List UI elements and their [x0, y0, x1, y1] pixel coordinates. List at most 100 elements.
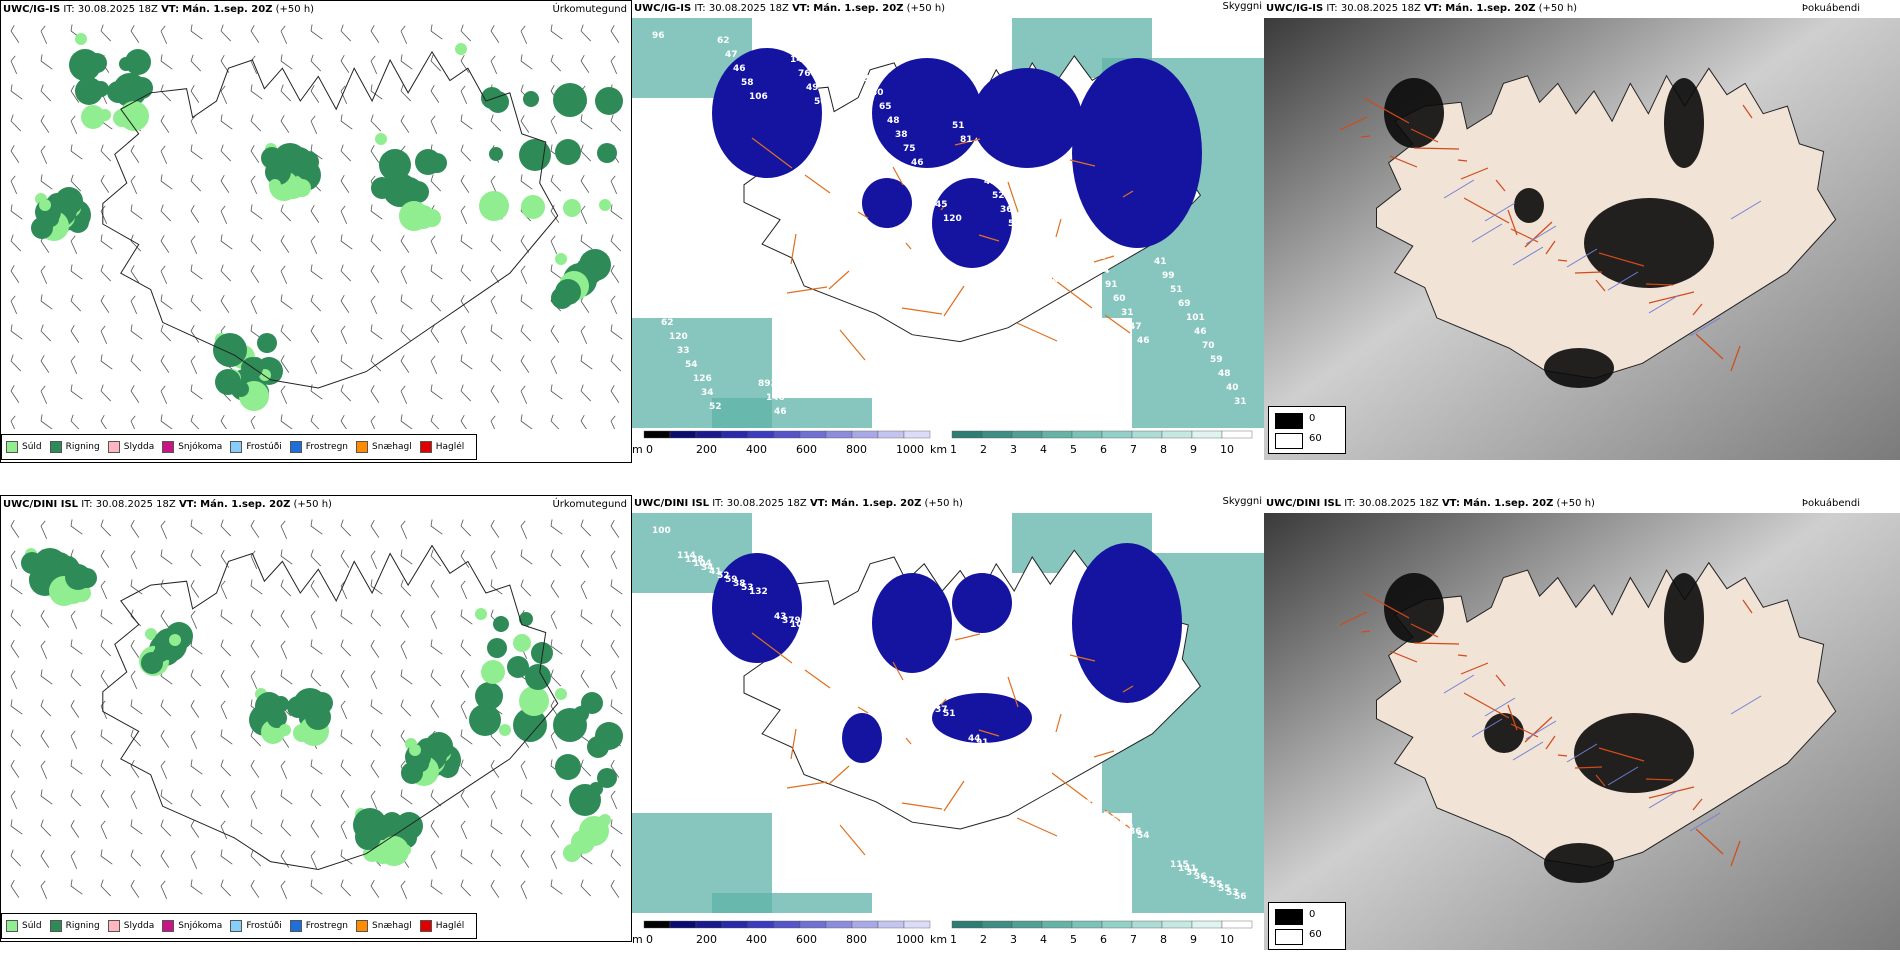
wind-barb — [430, 264, 443, 280]
visibility-bin — [1071, 430, 1103, 439]
fog-legend-dark-swatch — [1275, 909, 1303, 925]
wind-barb — [400, 114, 410, 133]
wind-barb — [190, 115, 198, 134]
road — [940, 698, 947, 706]
wind-barb — [460, 820, 468, 839]
river — [1566, 248, 1598, 268]
wind-barb — [310, 669, 322, 687]
wind-barb — [400, 25, 408, 44]
wind-barb — [280, 54, 293, 70]
wind-barb — [580, 519, 592, 537]
river — [1484, 697, 1516, 717]
wind-barb — [370, 519, 380, 538]
wind-barb — [130, 519, 140, 538]
road — [1339, 611, 1368, 626]
cloud-base-label: 64 — [846, 648, 859, 658]
road — [1363, 97, 1410, 124]
wind-barb — [220, 669, 230, 688]
cloud-base-label: 39 — [1073, 224, 1086, 234]
road — [905, 737, 912, 745]
wind-barb — [520, 294, 533, 310]
visibility-map: 1001326451395456533537583653384351385355… — [632, 513, 1264, 913]
precip-cell — [475, 682, 503, 710]
wind-barb — [40, 729, 50, 748]
init-time: IT: 30.08.2025 18Z — [63, 4, 158, 15]
wind-barb — [310, 355, 318, 374]
visibility-tick: 8 — [1160, 933, 1167, 946]
wind-barb — [190, 414, 202, 429]
wind-barb — [580, 580, 588, 599]
wind-barb — [220, 820, 228, 839]
wind-barb — [370, 264, 380, 283]
wind-barb — [40, 699, 52, 717]
wind-barb — [460, 580, 468, 599]
height-tick: 400 — [746, 933, 767, 946]
wind-barb — [280, 265, 288, 284]
visibility-bin — [981, 920, 1013, 929]
model-name: UWC/DINI ISL — [634, 498, 710, 509]
cloud-base-label: 37 — [935, 705, 948, 715]
wind-barb — [460, 414, 470, 429]
wind-barb — [460, 234, 473, 250]
road — [1595, 774, 1606, 787]
river — [1471, 718, 1503, 738]
wind-barb — [460, 519, 472, 537]
forecast-row-dini: UWC/DINI ISL IT: 30.08.2025 18Z VT: Mán.… — [0, 495, 1900, 955]
wind-barb — [430, 519, 443, 535]
precip-cell — [551, 287, 573, 309]
wind-barb — [10, 114, 22, 132]
wind-barb — [40, 640, 48, 659]
precip-cell — [65, 564, 91, 590]
road — [1574, 766, 1603, 769]
cloud-base-area — [862, 178, 912, 228]
wind-barb — [310, 324, 320, 343]
wind-barb — [280, 385, 288, 404]
wind-barb — [460, 789, 470, 808]
road — [790, 728, 797, 760]
legend-label: Snæhagl — [372, 921, 412, 931]
height-tick: 800 — [846, 933, 867, 946]
wind-barb — [130, 204, 143, 220]
cloud-base-label: 45 — [1089, 807, 1102, 817]
wind-barb — [100, 519, 112, 537]
visibility-bin — [1011, 430, 1043, 439]
cloud-base-label: 47 — [1129, 322, 1142, 332]
cloud-base-label: 39 — [1040, 770, 1053, 780]
wind-barb — [430, 639, 443, 655]
legend-item: Snjókoma — [162, 916, 222, 936]
height-bin — [747, 430, 775, 439]
cloud-base-label: 36 — [1194, 872, 1207, 882]
height-tick: 1000 — [896, 933, 924, 946]
model-name: UWC/DINI ISL — [1266, 498, 1342, 509]
wind-barb — [250, 609, 262, 627]
river — [1689, 812, 1721, 832]
road — [857, 706, 869, 714]
wind-barb — [40, 324, 52, 342]
fog-map — [1264, 513, 1900, 950]
wind-barb — [340, 354, 353, 370]
wind-barb — [250, 819, 263, 835]
wind-barb — [70, 669, 82, 687]
wind-barb — [340, 54, 350, 73]
wind-barb — [460, 729, 473, 745]
wind-barb — [430, 174, 442, 192]
legend-item: Slydda — [107, 916, 154, 936]
precip-cell — [597, 768, 617, 788]
visibility-unit: km — [930, 933, 947, 946]
height-bin — [643, 430, 671, 439]
wind-barb — [250, 879, 260, 898]
visibility-tick: 7 — [1130, 443, 1137, 456]
wind-barb — [280, 609, 290, 628]
wind-barb — [490, 24, 500, 43]
wind-barb — [280, 354, 290, 373]
cloud-base-label: 91 — [1105, 280, 1118, 290]
wind-barb — [40, 760, 48, 779]
precip-cell — [311, 692, 333, 714]
legend-label: Frostregn — [305, 442, 349, 452]
wind-barb — [340, 144, 352, 162]
river — [1512, 246, 1544, 266]
cloud-base-label: 45 — [1105, 815, 1118, 825]
road — [1695, 333, 1724, 360]
wind-barb — [340, 549, 350, 568]
precip-cell — [493, 616, 509, 632]
